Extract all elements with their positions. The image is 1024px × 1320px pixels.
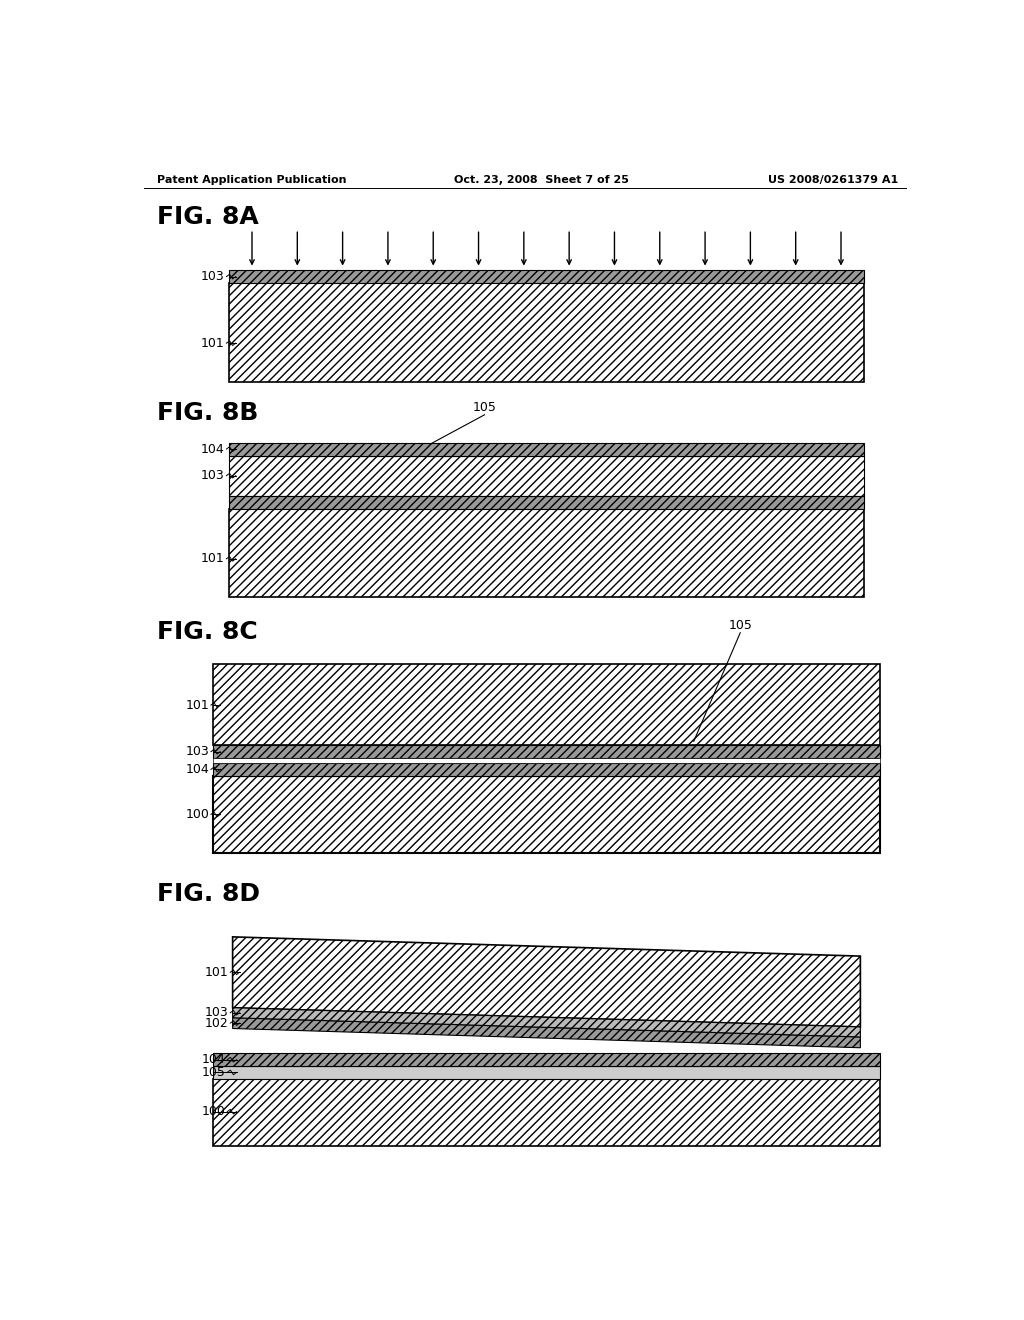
Bar	[213, 1078, 880, 1146]
Text: 101: 101	[201, 552, 225, 565]
Text: 103: 103	[185, 746, 209, 758]
Polygon shape	[232, 1018, 860, 1048]
Text: 105: 105	[472, 401, 497, 414]
Text: 101: 101	[201, 337, 225, 350]
Bar	[213, 776, 880, 853]
Text: FIG. 8B: FIG. 8B	[158, 401, 259, 425]
Bar	[228, 271, 864, 284]
Text: 102: 102	[205, 1016, 228, 1030]
Bar	[228, 284, 864, 381]
Text: Oct. 23, 2008  Sheet 7 of 25: Oct. 23, 2008 Sheet 7 of 25	[454, 176, 629, 185]
Bar	[213, 758, 880, 763]
Bar	[228, 442, 864, 455]
Text: 101: 101	[185, 698, 209, 711]
Text: FIG. 8D: FIG. 8D	[158, 882, 260, 907]
Bar	[213, 1053, 880, 1067]
Text: 104: 104	[201, 442, 225, 455]
Text: Patent Application Publication: Patent Application Publication	[158, 176, 347, 185]
Text: 100: 100	[202, 1105, 225, 1118]
Bar	[213, 1067, 880, 1078]
Bar	[228, 455, 864, 496]
Polygon shape	[232, 1007, 860, 1038]
Text: 103: 103	[201, 469, 225, 482]
Text: 105: 105	[728, 619, 753, 632]
Bar	[213, 744, 880, 758]
Text: FIG. 8A: FIG. 8A	[158, 205, 259, 228]
Text: 100: 100	[185, 808, 209, 821]
Text: 103: 103	[205, 1006, 228, 1019]
Text: 104: 104	[185, 763, 209, 776]
Text: 101: 101	[205, 966, 228, 979]
Bar	[213, 763, 880, 776]
Bar	[213, 664, 880, 744]
Text: US 2008/0261379 A1: US 2008/0261379 A1	[768, 176, 898, 185]
Text: 103: 103	[201, 271, 225, 282]
Bar	[228, 508, 864, 598]
Text: 105: 105	[202, 1065, 225, 1078]
Text: 104: 104	[202, 1053, 225, 1067]
Polygon shape	[232, 937, 860, 1027]
Bar	[228, 495, 864, 508]
Text: FIG. 8C: FIG. 8C	[158, 620, 258, 644]
